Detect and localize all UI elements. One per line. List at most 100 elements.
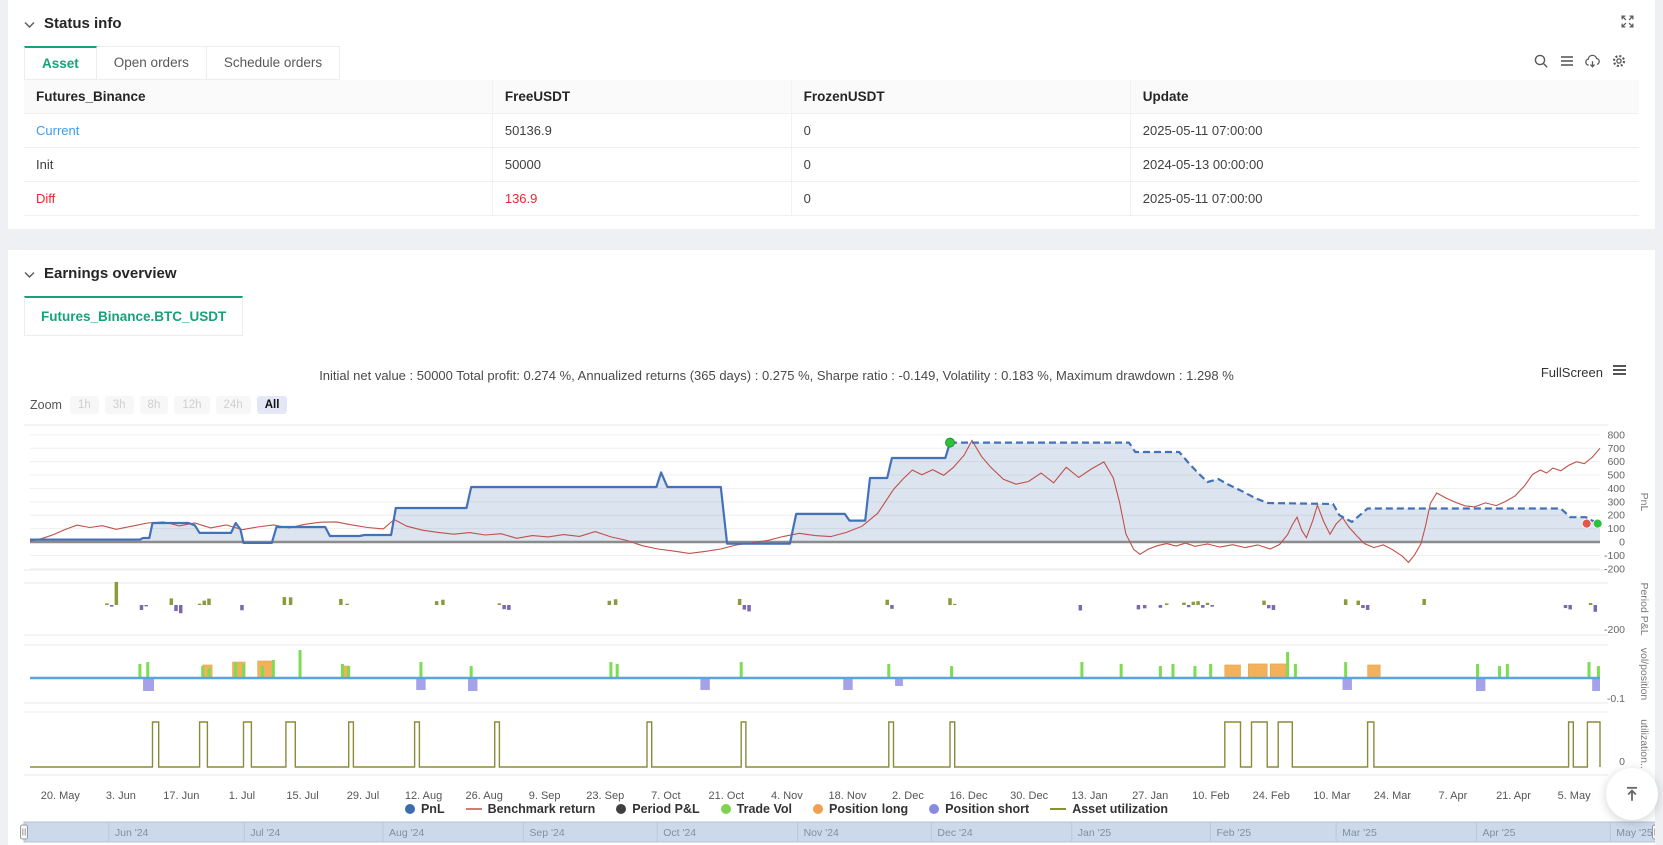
svg-text:27. Jan: 27. Jan — [1132, 790, 1168, 802]
pnl-line-solid — [30, 442, 952, 545]
table-row-diff: Diff 136.9 0 2025-05-11 07:00:00 — [24, 181, 1639, 216]
cell-value: 0 — [791, 113, 1131, 148]
tab-asset[interactable]: Asset — [24, 46, 97, 80]
legend-label: Trade Vol — [736, 802, 792, 816]
svg-text:Oct '24: Oct '24 — [663, 827, 696, 839]
benchmark-line — [29, 439, 1601, 564]
legend-label: Benchmark return — [487, 802, 596, 816]
svg-text:700: 700 — [1607, 443, 1625, 455]
svg-text:13. Jan: 13. Jan — [1072, 790, 1108, 802]
earnings-tabs: Futures_Binance.BTC_USDT — [24, 296, 1655, 336]
search-icon[interactable] — [1532, 52, 1549, 69]
status-info-panel: Status info Asset Open orders Schedule ord… — [8, 0, 1655, 229]
legend-label: Asset utilization — [1072, 802, 1169, 816]
legend-label: Position long — [828, 802, 909, 816]
utilization-panel: 0 — [30, 721, 1625, 768]
svg-text:100: 100 — [1607, 523, 1625, 535]
position-long-marker-icon — [812, 804, 823, 814]
asset-table-header-row: Futures_Binance FreeUSDT FrozenUSDT Update — [24, 80, 1639, 114]
cell-value: 50000 — [492, 147, 792, 182]
legend-item-position-long[interactable]: Position long — [812, 802, 909, 816]
legend-item-pnl[interactable]: PnL — [404, 802, 445, 816]
legend-item-period-p-l[interactable]: Period P&L — [616, 802, 700, 816]
svg-text:29. Jul: 29. Jul — [347, 790, 379, 802]
chart-context-menu-icon[interactable] — [1612, 364, 1627, 380]
tab-open-orders[interactable]: Open orders — [96, 46, 207, 80]
svg-text:Feb '25: Feb '25 — [1216, 827, 1251, 839]
column-header-freeusdt: FreeUSDT — [492, 80, 792, 114]
panel-axis-title: utilization.. — [1638, 719, 1650, 769]
svg-text:May '25: May '25 — [1616, 827, 1653, 839]
navigator[interactable]: Jun '24 Jul '24 Aug '24 Sep '24 Oct '24 Nov '… — [20, 821, 1656, 843]
asset-table: Futures_Binance FreeUSDT FrozenUSDT Update … — [24, 80, 1639, 216]
fullscreen-control[interactable]: FullScreen — [1541, 364, 1627, 380]
zoom-button-24h: 24h — [215, 396, 251, 414]
period-p-l-marker-icon — [616, 804, 627, 814]
svg-text:Mar '25: Mar '25 — [1342, 827, 1377, 839]
svg-text:3. Jun: 3. Jun — [106, 790, 136, 802]
asset-utilization-marker-icon — [1050, 808, 1067, 810]
cell-value: 0 — [791, 147, 1131, 182]
zoom-button-8h: 8h — [139, 396, 169, 414]
gear-icon[interactable] — [1610, 52, 1627, 69]
status-panel-title: Status info — [44, 15, 122, 32]
svg-text:Nov '24: Nov '24 — [804, 827, 839, 839]
earnings-overview-panel: Earnings overview Futures_Binance.BTC_US… — [8, 250, 1655, 845]
svg-text:21. Apr: 21. Apr — [1496, 790, 1531, 802]
svg-text:9. Sep: 9. Sep — [529, 790, 561, 802]
navigator-handle-left[interactable] — [20, 824, 28, 840]
row-label: Diff — [24, 181, 493, 216]
svg-text:12. Aug: 12. Aug — [405, 790, 442, 802]
zoom-button-3h: 3h — [104, 396, 134, 414]
expand-icon[interactable] — [1620, 14, 1635, 34]
svg-text:10. Feb: 10. Feb — [1192, 790, 1229, 802]
legend-item-asset-utilization[interactable]: Asset utilization — [1050, 802, 1168, 816]
svg-text:800: 800 — [1607, 429, 1625, 441]
svg-text:Sep '24: Sep '24 — [529, 827, 564, 839]
tab-schedule-orders[interactable]: Schedule orders — [206, 46, 341, 80]
collapse-chevron-icon[interactable] — [24, 271, 35, 279]
fullscreen-label[interactable]: FullScreen — [1540, 364, 1603, 380]
tab-futures-binance-btc-usdt[interactable]: Futures_Binance.BTC_USDT — [24, 296, 244, 336]
benchmark-return-marker-icon — [465, 808, 482, 810]
svg-text:-0.1: -0.1 — [1607, 693, 1625, 705]
pnl-end-marker-0 — [1581, 518, 1592, 529]
period-pnl-panel: -200 — [105, 581, 1625, 636]
svg-text:200: 200 — [1607, 510, 1625, 522]
navigator-handle-right[interactable] — [1652, 824, 1656, 840]
table-row-current: Current 50136.9 0 2025-05-11 07:00:00 — [24, 113, 1639, 148]
svg-text:30. Dec: 30. Dec — [1010, 790, 1048, 802]
svg-text:500: 500 — [1607, 470, 1625, 482]
row-label[interactable]: Current — [24, 113, 493, 148]
cell-value: 136.9 — [492, 181, 792, 216]
row-label: Init — [24, 147, 493, 182]
svg-text:Jan '25: Jan '25 — [1078, 827, 1112, 839]
svg-text:26. Aug: 26. Aug — [466, 790, 503, 802]
cloud-download-icon[interactable] — [1584, 52, 1601, 69]
panel-axis-title: PnL — [1638, 493, 1650, 512]
svg-text:0: 0 — [1619, 537, 1625, 549]
panel-axis-title: Period P&L — [1638, 582, 1650, 635]
earnings-summary: Initial net value : 50000 Total profit: … — [319, 368, 1234, 383]
svg-text:Aug '24: Aug '24 — [389, 827, 424, 839]
svg-text:0: 0 — [1619, 756, 1625, 768]
legend-item-position-short[interactable]: Position short — [929, 802, 1029, 816]
menu-icon[interactable] — [1558, 52, 1575, 69]
svg-text:10. Mar: 10. Mar — [1313, 790, 1351, 802]
svg-text:20. May: 20. May — [41, 790, 81, 802]
column-header-frozenusdt: FrozenUSDT — [791, 80, 1131, 114]
svg-text:400: 400 — [1607, 483, 1625, 495]
legend-item-trade-vol[interactable]: Trade Vol — [720, 802, 792, 816]
svg-text:7. Apr: 7. Apr — [1439, 790, 1468, 802]
svg-text:21. Oct: 21. Oct — [709, 790, 744, 802]
svg-text:1. Jul: 1. Jul — [229, 790, 255, 802]
zoom-button-all[interactable]: All — [256, 396, 288, 414]
svg-text:-200: -200 — [1604, 563, 1625, 575]
vol-position-panel: -0.1 — [30, 650, 1625, 705]
table-toolbar — [1532, 52, 1627, 69]
legend-item-benchmark-return[interactable]: Benchmark return — [465, 802, 596, 816]
back-to-top-button[interactable] — [1606, 768, 1658, 820]
collapse-chevron-icon[interactable] — [24, 21, 35, 29]
earnings-panel-title: Earnings overview — [44, 265, 177, 282]
